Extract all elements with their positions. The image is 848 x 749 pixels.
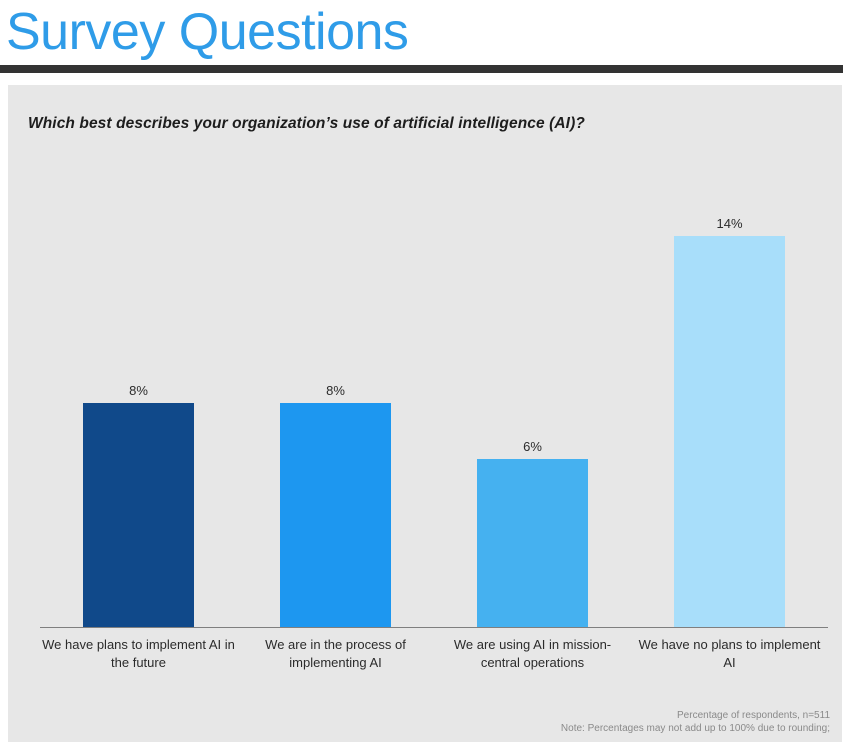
- bar-no-plans: [674, 236, 785, 627]
- bar-value-label: 8%: [326, 383, 345, 398]
- bar-column-using-ai: 6%: [434, 180, 631, 627]
- bar-in-process: [280, 403, 391, 627]
- survey-question-title: Which best describes your organization’s…: [28, 115, 585, 132]
- bar-value-label: 14%: [716, 216, 743, 231]
- bar-chart: 8% 8% 6% 14%: [40, 180, 828, 628]
- bar-column-no-plans: 14%: [631, 180, 828, 627]
- bar-value-label: 6%: [523, 439, 542, 454]
- category-label: We have no plans to implement AI: [638, 637, 821, 670]
- header-divider: [0, 65, 843, 73]
- chart-panel: Which best describes your organization’s…: [8, 85, 842, 742]
- footnote-respondents: Percentage of respondents, n=511: [677, 710, 830, 721]
- page-header: Survey Questions: [0, 0, 848, 85]
- category-axis-labels: We have plans to implement AI in the fut…: [40, 636, 828, 671]
- category-label: We are using AI in mission-central opera…: [453, 637, 612, 670]
- bar-column-in-process: 8%: [237, 180, 434, 627]
- bar-using-ai: [477, 459, 588, 627]
- footnote-rounding: Note: Percentages may not add up to 100%…: [560, 723, 830, 734]
- bar-column-plans-future: 8%: [40, 180, 237, 627]
- footnote: Percentage of respondents, n=511 Note: P…: [561, 709, 830, 735]
- category-label: We have plans to implement AI in the fut…: [42, 637, 235, 670]
- page-title: Survey Questions: [6, 3, 409, 61]
- bar-plans-future: [83, 403, 194, 627]
- category-label: We are in the process of implementing AI: [265, 637, 406, 670]
- bar-value-label: 8%: [129, 383, 148, 398]
